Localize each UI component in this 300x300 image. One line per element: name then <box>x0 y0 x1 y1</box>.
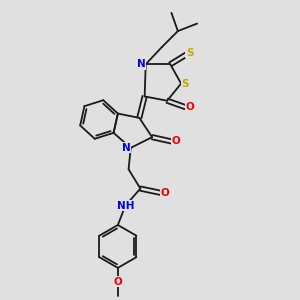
Text: NH: NH <box>117 201 134 211</box>
Text: N: N <box>137 59 146 69</box>
Text: O: O <box>113 277 122 287</box>
Text: O: O <box>185 102 194 112</box>
Text: S: S <box>181 79 189 88</box>
Text: O: O <box>161 188 170 198</box>
Text: O: O <box>171 136 180 146</box>
Text: S: S <box>186 47 194 58</box>
Text: N: N <box>122 143 131 153</box>
